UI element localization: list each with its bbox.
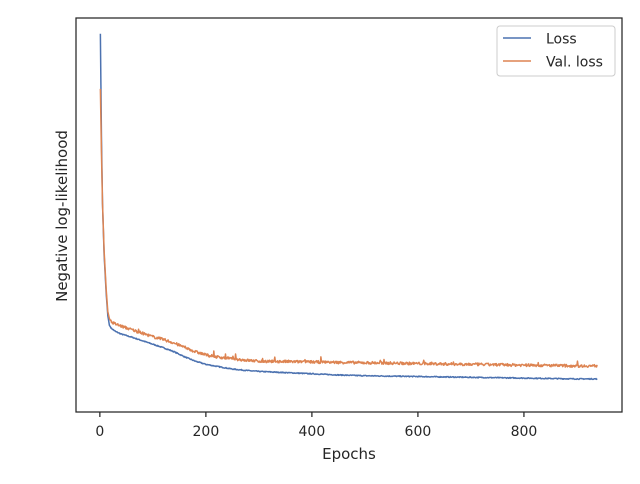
- x-axis-label: Epochs: [322, 445, 376, 463]
- series-line-val-loss: [99, 88, 598, 369]
- legend-label-loss: Loss: [546, 32, 577, 48]
- plot-lines: [99, 33, 598, 381]
- x-tick-label: 0: [95, 424, 104, 440]
- series-line-loss: [99, 33, 598, 381]
- x-tick-label: 200: [193, 424, 220, 440]
- legend-label-val-loss: Val. loss: [546, 55, 603, 71]
- legend: Loss Val. loss: [496, 25, 616, 77]
- y-axis-label: Negative log-likelihood: [53, 130, 71, 302]
- x-axis-ticks: 0 200 400 600 800: [95, 412, 537, 440]
- x-tick-label: 800: [511, 424, 538, 440]
- plot-frame: [75, 17, 623, 413]
- x-tick-label: 600: [405, 424, 432, 440]
- x-tick-label: 400: [299, 424, 326, 440]
